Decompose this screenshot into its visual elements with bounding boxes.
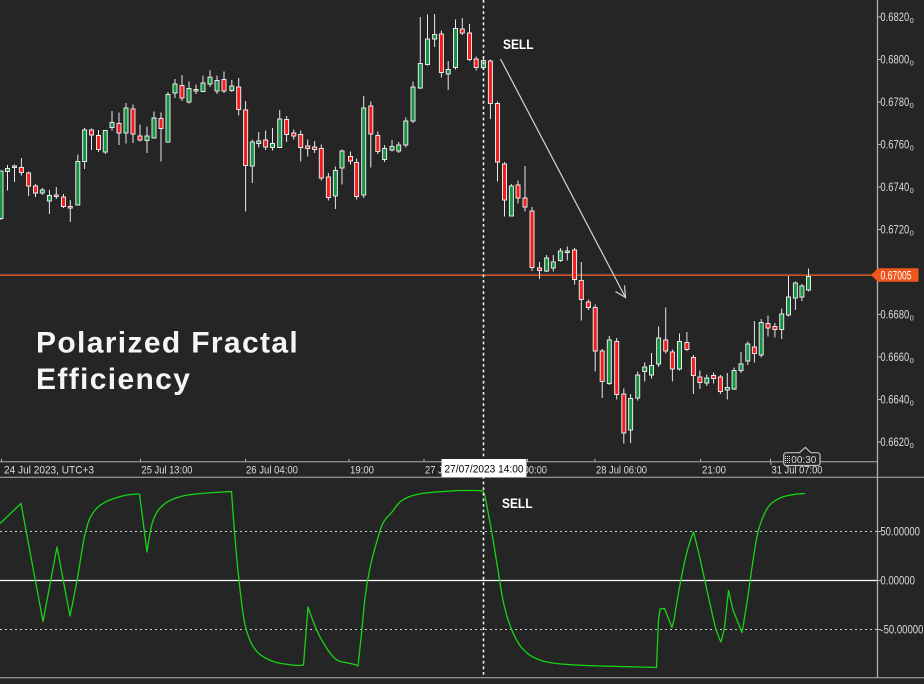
svg-text:-50.00000: -50.00000 <box>880 625 923 637</box>
svg-text:0: 0 <box>910 101 914 110</box>
svg-text:00:30: 00:30 <box>791 455 816 466</box>
svg-text:0: 0 <box>910 356 914 365</box>
svg-text:0.6720: 0.6720 <box>880 225 909 237</box>
svg-text:Polarized Fractal: Polarized Fractal <box>36 327 299 360</box>
svg-text:0.6680: 0.6680 <box>880 310 909 322</box>
svg-text:0: 0 <box>910 59 914 68</box>
svg-text:24 Jul 2023, UTC+3: 24 Jul 2023, UTC+3 <box>4 465 94 477</box>
svg-text:0.6820: 0.6820 <box>880 12 909 24</box>
svg-text:SELL: SELL <box>503 37 534 52</box>
svg-text:26 Jul 04:00: 26 Jul 04:00 <box>246 465 298 477</box>
svg-text:0: 0 <box>910 441 914 450</box>
svg-text:50.00000: 50.00000 <box>880 527 920 539</box>
svg-text:0.6620: 0.6620 <box>880 437 909 449</box>
svg-text:25 Jul 13:00: 25 Jul 13:00 <box>142 465 193 477</box>
svg-text:27/07/2023 14:00: 27/07/2023 14:00 <box>445 464 524 476</box>
svg-text:0.6740: 0.6740 <box>880 182 909 194</box>
svg-text:0.6760: 0.6760 <box>880 140 909 152</box>
svg-text:0: 0 <box>910 314 914 323</box>
svg-text:0.6800: 0.6800 <box>880 55 909 67</box>
svg-text:0.67005: 0.67005 <box>881 270 912 282</box>
svg-text:0.6660: 0.6660 <box>880 352 909 364</box>
svg-text:31 Jul 07:00: 31 Jul 07:00 <box>772 465 823 477</box>
svg-text:0: 0 <box>910 399 914 408</box>
svg-text:0.00000: 0.00000 <box>880 576 915 588</box>
svg-text:Efficiency: Efficiency <box>36 363 191 396</box>
svg-text:SELL: SELL <box>502 496 533 511</box>
svg-text:21:00: 21:00 <box>702 465 726 477</box>
svg-text:28 Jul 06:00: 28 Jul 06:00 <box>596 465 647 477</box>
svg-text:0: 0 <box>910 229 914 238</box>
svg-text:0: 0 <box>910 144 914 153</box>
svg-text:0: 0 <box>910 186 914 195</box>
svg-text:0: 0 <box>910 16 914 25</box>
svg-text:0.6640: 0.6640 <box>880 395 909 407</box>
svg-text:19:00: 19:00 <box>350 465 374 477</box>
svg-text:0.6780: 0.6780 <box>880 97 909 109</box>
